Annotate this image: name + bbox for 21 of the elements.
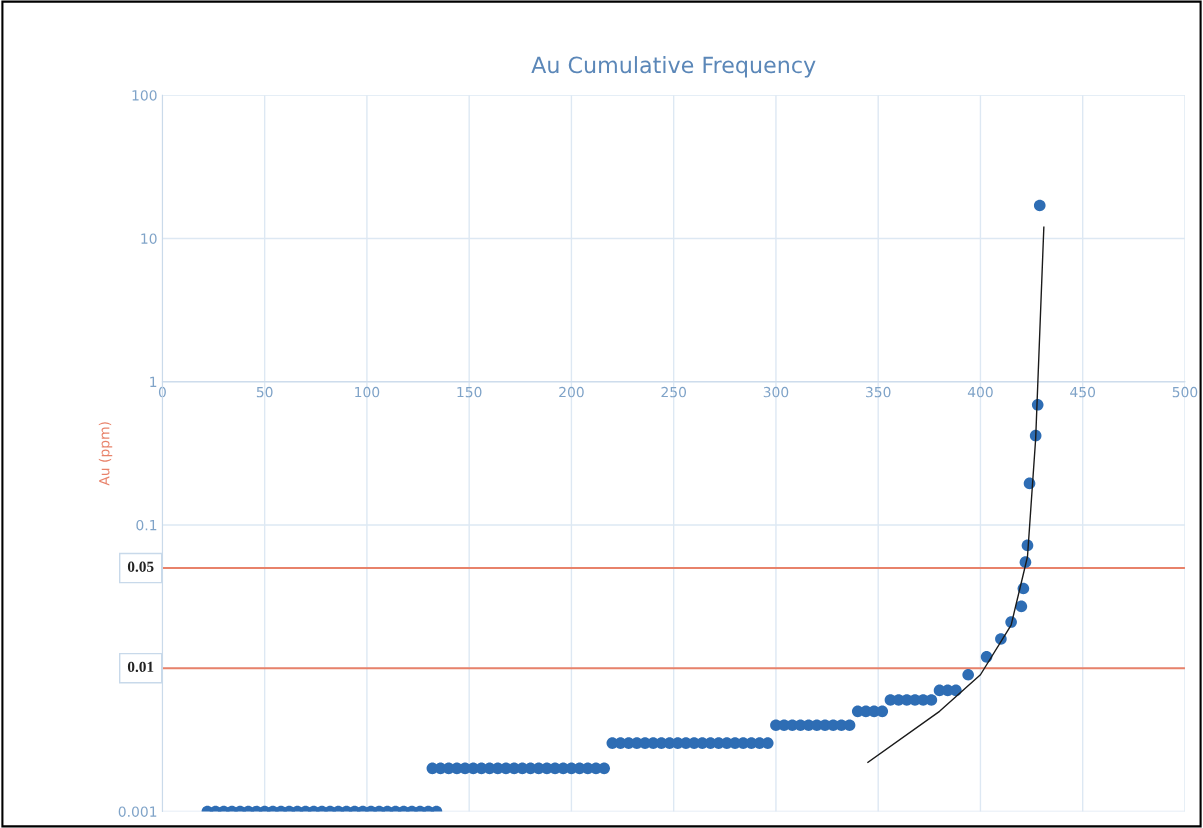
y-tick-label: 0.1 [136,519,157,531]
x-tick-label: 100 [355,386,380,398]
y-tick-label: 10 [141,233,157,244]
chart-title: Au Cumulative Frequency [531,56,816,78]
x-tick-label: 300 [763,386,789,398]
x-tick-label: 450 [1070,386,1096,398]
x-tick-label: 0 [158,386,166,398]
x-tick-label: 400 [967,386,993,398]
y-tick-label: 100 [132,90,157,101]
ref-line-label: 0.01 [127,661,154,673]
y-tick-label: 1 [150,376,157,387]
ref-line-label: 0.05 [127,561,154,572]
x-tick-label: 500 [1172,386,1198,398]
line-series [867,226,1045,764]
x-tick-label: 250 [661,386,687,398]
y-tick-label: 0.001 [118,806,157,817]
x-tick-label: 350 [865,386,891,398]
x-tick-label: 150 [457,386,482,398]
x-tick-label: 200 [559,386,584,398]
y-axis-title: Au (ppm) [98,422,113,486]
x-tick-label: 50 [256,386,273,398]
